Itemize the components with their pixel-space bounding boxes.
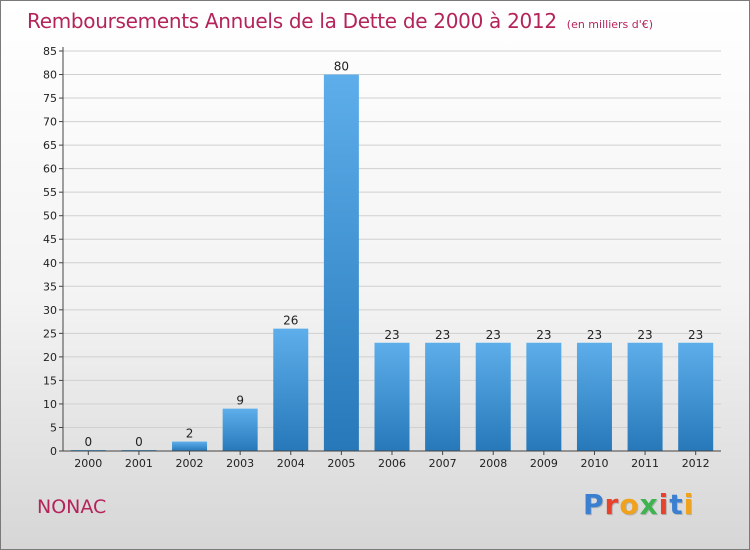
bar-2005 — [323, 74, 359, 451]
x-tick-label-2003: 2003 — [226, 457, 254, 470]
bar-2003 — [222, 408, 258, 451]
value-label-2007: 23 — [435, 328, 450, 342]
chart-title: Remboursements Annuels de la Dette de 20… — [27, 9, 653, 33]
value-label-2001: 0 — [135, 435, 143, 449]
logo-letter: i — [683, 488, 695, 521]
y-tick-label: 15 — [43, 374, 57, 387]
unit-label: (en milliers d'€) — [566, 18, 654, 31]
value-label-2005: 80 — [334, 60, 349, 74]
x-tick-label-2008: 2008 — [479, 457, 507, 470]
bar-2004 — [273, 328, 309, 451]
y-tick-label: 35 — [43, 280, 57, 293]
y-tick-label: 70 — [43, 116, 57, 129]
value-label-2010: 23 — [587, 328, 602, 342]
value-label-2008: 23 — [486, 328, 501, 342]
value-label-2002: 2 — [186, 427, 194, 441]
value-label-2011: 23 — [637, 328, 652, 342]
y-tick-label: 60 — [43, 163, 57, 176]
y-tick-label: 80 — [43, 69, 57, 82]
value-label-2006: 23 — [384, 328, 399, 342]
town-name: NONAC — [37, 496, 107, 518]
bar-2007 — [425, 342, 461, 451]
x-tick-label-2007: 2007 — [429, 457, 457, 470]
y-tick-label: 25 — [43, 327, 57, 340]
y-tick-label: 40 — [43, 257, 57, 270]
y-tick-label: 55 — [43, 186, 57, 199]
x-tick-label-2006: 2006 — [378, 457, 406, 470]
value-label-2003: 9 — [236, 394, 244, 408]
bar-2009 — [526, 342, 562, 451]
bar-2006 — [374, 342, 410, 451]
x-tick-label-2005: 2005 — [327, 457, 355, 470]
x-tick-label-2000: 2000 — [74, 457, 102, 470]
title-text: Remboursements Annuels de la Dette de 20… — [27, 9, 557, 33]
bar-2010 — [576, 342, 612, 451]
x-tick-label-2004: 2004 — [277, 457, 305, 470]
bar-2008 — [475, 342, 511, 451]
x-tick-label-2009: 2009 — [530, 457, 558, 470]
logo-letter: r — [604, 488, 620, 521]
proxiti-logo: Proxiti — [583, 488, 694, 521]
value-label-2009: 23 — [536, 328, 551, 342]
bar-2011 — [627, 342, 663, 451]
x-tick-label-2002: 2002 — [176, 457, 204, 470]
value-label-2004: 26 — [283, 314, 298, 328]
logo-letter: t — [669, 488, 684, 521]
y-tick-label: 20 — [43, 351, 57, 364]
y-tick-label: 45 — [43, 233, 57, 246]
logo-letter: i — [658, 488, 670, 521]
y-tick-label: 85 — [43, 45, 57, 58]
y-tick-label: 75 — [43, 92, 57, 105]
value-label-2012: 23 — [688, 328, 703, 342]
x-tick-label-2011: 2011 — [631, 457, 659, 470]
y-tick-label: 65 — [43, 139, 57, 152]
x-tick-label-2001: 2001 — [125, 457, 153, 470]
y-tick-label: 30 — [43, 304, 57, 317]
bars: 0 0 2 9 26 80 23 23 23 23 23 23 23 — [70, 60, 714, 451]
x-tick-label-2010: 2010 — [580, 457, 608, 470]
bar-2002 — [172, 441, 208, 451]
logo-letter: P — [583, 488, 605, 521]
x-tick-label-2012: 2012 — [682, 457, 710, 470]
value-label-2000: 0 — [84, 435, 92, 449]
y-tick-label: 10 — [43, 398, 57, 411]
logo-letter: x — [639, 488, 659, 521]
y-tick-label: 0 — [50, 445, 57, 458]
logo-letter: o — [619, 488, 640, 521]
y-tick-label: 5 — [50, 421, 57, 434]
bar-2012 — [678, 342, 714, 451]
y-tick-label: 50 — [43, 210, 57, 223]
